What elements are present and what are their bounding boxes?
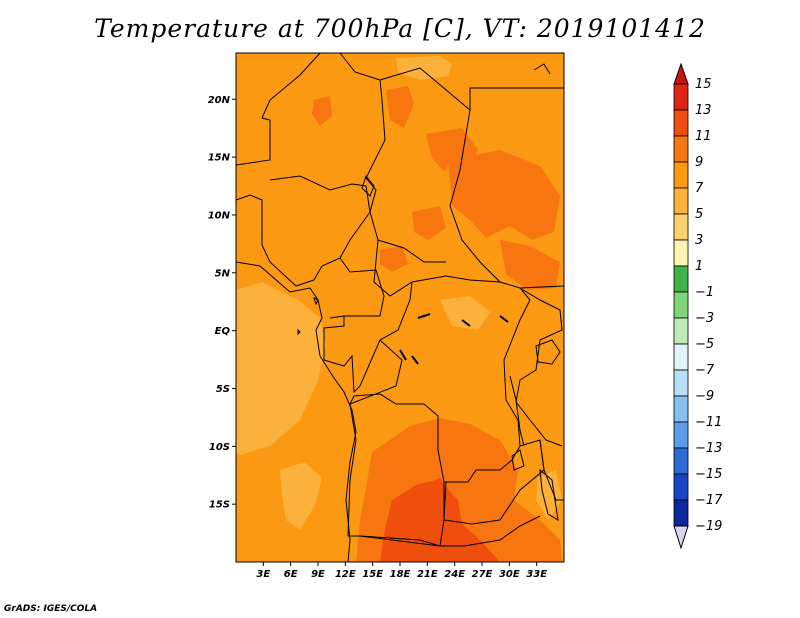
- colorbar-level-label: 1: [695, 259, 703, 274]
- chart-title: Temperature at 700hPa [C], VT: 201910141…: [94, 14, 706, 43]
- colorbar-swatch: [673, 343, 689, 371]
- boundary-mozambique: [539, 439, 564, 501]
- colorbar-swatch: [673, 447, 689, 475]
- colorbar-cap-bottom: [673, 525, 689, 550]
- coastline-madagascar-channel: [533, 63, 551, 75]
- colorbar-swatch: [673, 265, 689, 293]
- colorbar-swatch: [673, 317, 689, 345]
- grads-credit: GrADS: IGES/COLA: [4, 604, 98, 614]
- lon-tick-label: 33E: [526, 569, 547, 580]
- colorbar-swatch: [673, 499, 689, 527]
- boundary-nigeria: [236, 175, 371, 287]
- colorbar-swatch: [673, 395, 689, 423]
- colorbar-swatch: [673, 161, 689, 189]
- field-11-13-center-b: [380, 246, 408, 272]
- lon-tick-label: 3E: [256, 569, 270, 580]
- colorbar-cap-top: [673, 62, 689, 85]
- colorbar-level-label: −13: [695, 441, 722, 456]
- latitude-axis: 20N 15N 10N 5N EQ 5S 10S 15S: [208, 95, 236, 511]
- colorbar-level-label: −5: [695, 337, 714, 352]
- colorbar-swatch: [673, 187, 689, 215]
- colorbar-swatch: [673, 213, 689, 241]
- field-7-9-patch-c: [536, 470, 562, 520]
- lat-tick-label: 10S: [209, 442, 230, 453]
- colorbar-level-label: 7: [695, 181, 704, 196]
- colorbar-level-label: −7: [695, 363, 715, 378]
- field-11-13-center-a: [412, 206, 446, 240]
- lat-tick-label: EQ: [215, 326, 231, 337]
- boundary-congo: [323, 281, 413, 394]
- lat-tick-label: 10N: [208, 210, 231, 221]
- colorbar-swatch: [673, 473, 689, 501]
- lake-chad: [361, 174, 375, 197]
- lat-tick-label: 15S: [209, 500, 230, 511]
- coastline-gulf-of-guinea: [236, 261, 357, 562]
- lon-tick-label: 6E: [284, 569, 298, 580]
- colorbar-level-label: −19: [695, 519, 722, 534]
- temperature-field: [236, 53, 564, 562]
- lon-tick-label: 30E: [499, 569, 520, 580]
- boundary-drc: [348, 287, 531, 483]
- field-13-15-core: [380, 480, 500, 562]
- lon-tick-label: 9E: [311, 569, 325, 580]
- boundary-east-africa: [515, 287, 563, 447]
- colorbar-swatch: [673, 291, 689, 319]
- lon-tick-label: 12E: [335, 569, 356, 580]
- lake-mweru: [511, 449, 525, 471]
- colorbar-level-label: 5: [695, 207, 703, 222]
- field-7-9-atlantic-south: [280, 462, 322, 530]
- boundary-niger-chad: [236, 53, 321, 166]
- boundary-chad-sudan: [449, 109, 564, 289]
- boundaries: [236, 53, 564, 562]
- colorbar-level-label: 15: [695, 77, 712, 92]
- colorbar: 15 13 11 9 7 5 3 1 −1 −3 −5 −7 −9 −11 −13 −15 −17 −19: [673, 62, 723, 550]
- lon-tick-label: 15E: [362, 569, 383, 580]
- lat-tick-label: 20N: [208, 95, 231, 106]
- colorbar-swatch: [673, 239, 689, 267]
- field-11-13-north-a: [386, 86, 414, 128]
- colorbar-swatch: [673, 83, 689, 111]
- field-7-9-patch-b: [440, 296, 490, 330]
- colorbar-level-label: −3: [695, 311, 714, 326]
- river-congo: [399, 313, 509, 365]
- field-7-9-north: [396, 56, 452, 80]
- lat-tick-label: 15N: [208, 153, 231, 164]
- colorbar-level-label: −11: [695, 415, 722, 430]
- colorbar-swatch: [673, 369, 689, 397]
- colorbar-level-label: 3: [695, 233, 703, 248]
- lon-tick-label: 18E: [390, 569, 411, 580]
- field-11-13-north-b: [312, 96, 332, 126]
- colorbar-level-label: 11: [695, 129, 712, 144]
- field-11-13-east-a: [448, 150, 560, 240]
- boundary-namibia: [359, 515, 541, 547]
- colorbar-level-label: 9: [695, 155, 703, 170]
- bioko-island: [313, 297, 319, 306]
- lake-victoria: [535, 339, 561, 365]
- lon-tick-label: 24E: [444, 569, 465, 580]
- lat-tick-label: 5S: [216, 384, 230, 395]
- lon-tick-label: 27E: [472, 569, 493, 580]
- colorbar-level-label: −15: [695, 467, 722, 482]
- colorbar-level-label: −17: [695, 493, 723, 508]
- colorbar-swatch: [673, 135, 689, 163]
- coastline-lake-tanganyika: [509, 375, 525, 447]
- lake-malawi: [539, 468, 559, 521]
- sao-tome-island: [297, 328, 301, 336]
- boundary-sahel-north: [339, 53, 446, 263]
- colorbar-level-label: 13: [695, 103, 712, 118]
- colorbar-level-label: −9: [695, 389, 714, 404]
- field-11-13-east-b: [500, 240, 560, 290]
- longitude-axis: 3E 6E 9E 12E 15E 18E 21E 24E 27E 30E 33E: [256, 562, 547, 580]
- lon-tick-label: 21E: [417, 569, 438, 580]
- colorbar-swatch: [673, 421, 689, 449]
- colorbar-level-label: −1: [695, 285, 714, 300]
- field-7-9-atlantic: [236, 282, 326, 455]
- lat-tick-label: 5N: [215, 268, 231, 279]
- field-13-15-north-patch: [420, 478, 450, 500]
- colorbar-swatch: [673, 109, 689, 137]
